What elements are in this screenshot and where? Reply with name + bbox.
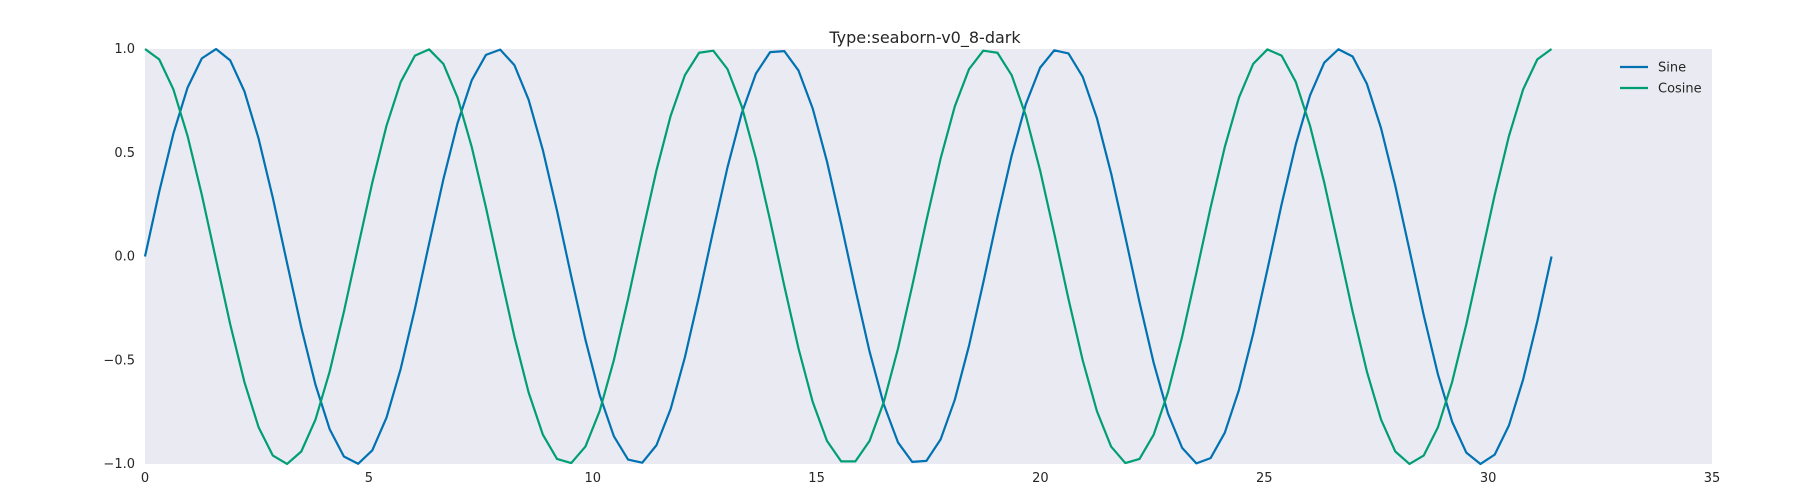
x-tick-label: 35 (1704, 471, 1721, 486)
y-axis: −1.0 −0.5 0.0 0.5 1.0 (103, 42, 135, 472)
y-tick-label: 1.0 (114, 42, 135, 57)
y-tick-label: 0.0 (114, 250, 135, 265)
legend: Sine Cosine (1620, 61, 1702, 97)
x-tick-label: 10 (584, 471, 601, 486)
plot-area (145, 49, 1712, 464)
legend-label-sine: Sine (1658, 61, 1686, 76)
x-tick-label: 0 (141, 471, 149, 486)
y-tick-label: 0.5 (114, 146, 135, 161)
y-tick-label: −0.5 (103, 353, 135, 368)
x-tick-label: 30 (1480, 471, 1497, 486)
series-lines (143, 47, 1553, 466)
series-line-sine (143, 47, 1553, 466)
y-tick-label: −1.0 (103, 457, 135, 472)
x-axis: 0 5 10 15 20 25 30 35 (141, 471, 1720, 486)
x-tick-label: 5 (365, 471, 373, 486)
x-tick-label: 20 (1032, 471, 1049, 486)
series-line-cosine (144, 48, 1553, 465)
x-tick-label: 15 (808, 471, 825, 486)
x-tick-label: 25 (1256, 471, 1273, 486)
legend-label-cosine: Cosine (1658, 82, 1702, 97)
chart-title: Type:seaborn-v0_8-dark (828, 28, 1021, 48)
